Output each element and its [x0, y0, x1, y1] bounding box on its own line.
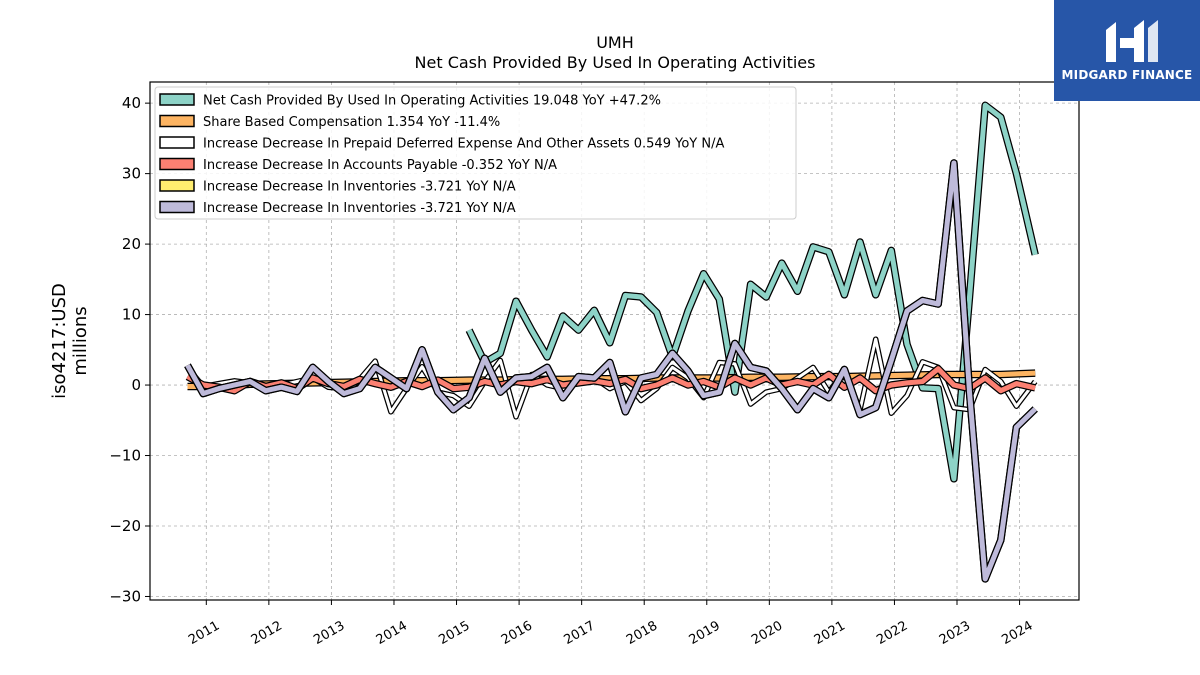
- y-tick-label: 10: [122, 306, 141, 324]
- legend-entry: Increase Decrease In Inventories -3.721 …: [203, 201, 516, 216]
- x-tick-label: 2012: [249, 618, 285, 648]
- legend-swatch: [159, 93, 195, 106]
- brand-name: MIDGARD FINANCE: [1061, 68, 1193, 82]
- brand-logo: MIDGARD FINANCE: [1054, 0, 1200, 101]
- y-tick-label: 20: [122, 235, 141, 253]
- series-5: [184, 159, 1038, 583]
- legend-swatch: [159, 200, 195, 214]
- x-tick-label: 2024: [999, 618, 1035, 648]
- y-tick-label: −10: [109, 447, 141, 465]
- legend: Net Cash Provided By Used In Operating A…: [154, 86, 797, 220]
- legend-swatch: [159, 114, 195, 128]
- y-tick-label: −30: [109, 587, 141, 605]
- y-axis-label: iso4217:USD: [49, 283, 70, 399]
- chart-subtitle: Net Cash Provided By Used In Operating A…: [415, 53, 816, 72]
- y-tick-label: 40: [122, 94, 141, 112]
- legend-swatch: [159, 157, 195, 171]
- x-tick-label: 2018: [624, 618, 660, 648]
- y-tick-label: −20: [109, 517, 141, 535]
- x-axis: 2011 2012 2013 2014 2015 2016 2017 2018 2019 2020…: [186, 600, 1036, 648]
- series-0: [465, 101, 1039, 483]
- x-tick-label: 2011: [186, 618, 222, 648]
- series-layer: [184, 101, 1039, 583]
- chart-title: UMH: [596, 33, 634, 52]
- legend-entry: Net Cash Provided By Used In Operating A…: [203, 94, 661, 109]
- x-tick-label: 2022: [874, 618, 910, 648]
- y-tick-label: 30: [122, 165, 141, 183]
- legend-swatch: [159, 179, 195, 192]
- legend-swatch: [159, 136, 195, 149]
- legend-box: [154, 86, 797, 220]
- x-tick-label: 2016: [499, 618, 535, 648]
- x-tick-label: 2021: [812, 618, 848, 648]
- legend-entry: Increase Decrease In Prepaid Deferred Ex…: [203, 137, 724, 152]
- x-tick-label: 2023: [937, 618, 973, 648]
- plot-area-frame: [149, 81, 1080, 601]
- y-axis: −30 −20 −10 0 10 20 30 40: [109, 94, 150, 605]
- y-axis-unit-label: millions: [70, 306, 91, 375]
- legend-entry: Increase Decrease In Inventories -3.721 …: [203, 180, 516, 195]
- legend-entry: Share Based Compensation 1.354 YoY -11.4…: [203, 115, 500, 130]
- series-line: [466, 102, 1038, 482]
- x-tick-label: 2013: [311, 618, 347, 648]
- x-tick-label: 2017: [561, 618, 597, 648]
- x-tick-label: 2015: [436, 618, 472, 648]
- x-tick-label: 2020: [749, 618, 785, 648]
- y-tick-label: 0: [131, 376, 141, 394]
- series-line: [185, 160, 1037, 582]
- brand-mark-icon: [1106, 20, 1158, 62]
- legend-entry: Increase Decrease In Accounts Payable -0…: [203, 158, 557, 173]
- x-tick-label: 2019: [687, 618, 723, 648]
- x-tick-label: 2014: [374, 618, 410, 648]
